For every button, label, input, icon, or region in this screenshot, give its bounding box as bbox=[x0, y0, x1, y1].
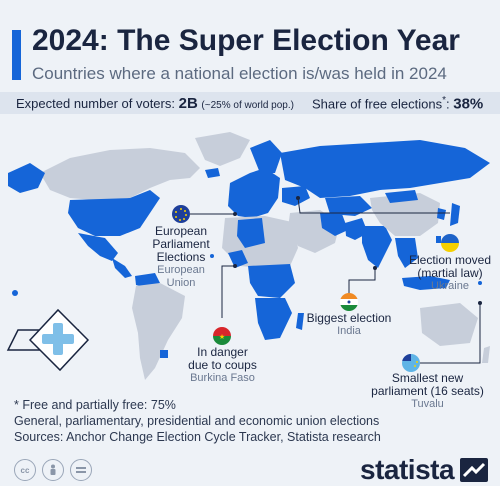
tuvalu-label-line-1: Smallest new bbox=[391, 371, 464, 385]
ukraine-callout: Election moved (martial law) Ukraine bbox=[404, 254, 496, 293]
usa-region bbox=[68, 190, 160, 236]
south-america-region bbox=[132, 283, 185, 380]
china-region bbox=[370, 193, 440, 236]
korea-region bbox=[437, 208, 446, 220]
island-cabo-verde bbox=[210, 254, 214, 258]
world-map: ★ bbox=[6, 132, 490, 380]
ukraine-country: Ukraine bbox=[431, 280, 469, 292]
central-africa-region bbox=[248, 264, 295, 298]
burkina-label-line-2: due to coups bbox=[188, 358, 257, 372]
russia-region bbox=[280, 140, 490, 198]
southern-africa-region bbox=[255, 298, 292, 340]
japan-region bbox=[450, 203, 460, 226]
europe-region bbox=[228, 168, 280, 218]
tuvalu-label-line-2: parliament (16 seats) bbox=[371, 384, 484, 398]
uruguay-region bbox=[160, 350, 168, 358]
new-zealand-region bbox=[482, 346, 490, 363]
page-title: 2024: The Super Election Year bbox=[32, 24, 460, 57]
ukraine-label-line-2: (martial law) bbox=[417, 266, 483, 280]
central-america-region bbox=[112, 258, 132, 278]
title-accent-bar bbox=[12, 30, 21, 80]
voters-value: 2B bbox=[178, 95, 198, 112]
algeria-region bbox=[237, 218, 265, 248]
page-subtitle: Countries where a national election is/w… bbox=[32, 64, 447, 83]
burkina-region bbox=[228, 250, 248, 268]
attribution-person-icon[interactable] bbox=[42, 459, 64, 481]
india-country: India bbox=[337, 325, 361, 337]
ukraine-label-line-1: Election moved bbox=[408, 253, 492, 267]
tuvalu-connector bbox=[420, 303, 481, 364]
voters-note: (~25% of world pop.) bbox=[201, 100, 294, 111]
eu-country-line-1: European bbox=[157, 264, 205, 276]
ukraine-flag-icon bbox=[441, 234, 459, 252]
free-elections-value: 38% bbox=[453, 95, 484, 113]
island-atlantic bbox=[12, 290, 18, 296]
burkina-country: Burkina Faso bbox=[190, 372, 255, 384]
madagascar-region bbox=[296, 313, 304, 330]
eu-label-line-1: European bbox=[154, 224, 208, 238]
footnote-election-types: General, parliamentary, presidential and… bbox=[14, 414, 380, 428]
tuvalu-connector-dot bbox=[478, 301, 482, 305]
burkina-callout: In danger due to coups Burkina Faso bbox=[180, 346, 265, 385]
eu-country-line-2: Union bbox=[166, 277, 196, 289]
creative-commons-icon[interactable]: cc bbox=[14, 459, 36, 481]
eu-flag-icon bbox=[172, 205, 190, 223]
india-flag-icon bbox=[340, 293, 358, 311]
india-callout: Biggest election India bbox=[300, 312, 398, 338]
central-asia-region bbox=[325, 196, 372, 216]
alaska-region bbox=[8, 163, 45, 193]
svg-text:★: ★ bbox=[219, 333, 225, 341]
free-elections-label: Share of free elections bbox=[312, 96, 443, 112]
statista-logo-icon[interactable] bbox=[460, 458, 488, 482]
taiwan-region bbox=[436, 236, 441, 243]
india-label: Biggest election bbox=[306, 311, 392, 325]
eu-connector-dot bbox=[233, 212, 237, 216]
ukraine-region bbox=[282, 186, 310, 206]
iran-region bbox=[320, 213, 348, 236]
footnote-sources: Sources: Anchor Change Election Cycle Tr… bbox=[14, 430, 381, 444]
eu-label-line-3: Elections bbox=[156, 250, 206, 264]
ukraine-connector-dot bbox=[296, 196, 300, 200]
burkina-label-line-1: In danger bbox=[197, 345, 248, 359]
ballot-box-icon bbox=[6, 308, 90, 372]
voters-stat: Expected number of voters: 2B (~25% of w… bbox=[16, 95, 294, 112]
no-derivatives-icon[interactable] bbox=[70, 459, 92, 481]
free-elections-marker: * bbox=[442, 95, 446, 106]
free-elections-suffix: : bbox=[445, 96, 450, 112]
footnote-free-share: * Free and partially free: 75% bbox=[14, 398, 176, 412]
burkina-connector bbox=[221, 265, 235, 318]
tuvalu-callout: Smallest new parliament (16 seats) Tuval… bbox=[365, 372, 490, 411]
voters-label: Expected number of voters: bbox=[16, 96, 175, 111]
australia-region bbox=[420, 303, 478, 346]
mexico-region bbox=[78, 233, 118, 261]
scandinavia-region bbox=[250, 140, 282, 173]
stats-bar: Expected number of voters: 2B (~25% of w… bbox=[0, 92, 500, 114]
burkina-faso-flag-icon: ★ bbox=[213, 327, 231, 345]
tuvalu-country: Tuvalu bbox=[411, 398, 444, 410]
ukraine-connector bbox=[297, 197, 450, 214]
island-pacific bbox=[478, 281, 482, 285]
india-connector-dot bbox=[373, 266, 377, 270]
mongolia-region bbox=[385, 190, 418, 203]
canada-region bbox=[40, 148, 200, 200]
tuvalu-flag-icon bbox=[402, 354, 420, 372]
free-elections-stat: Share of free elections*: 38% bbox=[312, 95, 483, 112]
india-region bbox=[362, 226, 392, 268]
southeast-asia-region bbox=[395, 238, 418, 268]
eu-label-line-2: Parliament bbox=[152, 237, 210, 251]
greenland-region bbox=[195, 132, 250, 166]
burkina-connector-dot bbox=[233, 264, 237, 268]
license-icons: cc bbox=[14, 459, 92, 481]
eu-callout: European Parliament Elections European U… bbox=[145, 225, 217, 290]
indonesia-region bbox=[402, 276, 450, 290]
india-connector bbox=[348, 268, 376, 298]
iceland-region bbox=[205, 168, 220, 178]
statista-logo[interactable]: statista bbox=[360, 454, 455, 485]
